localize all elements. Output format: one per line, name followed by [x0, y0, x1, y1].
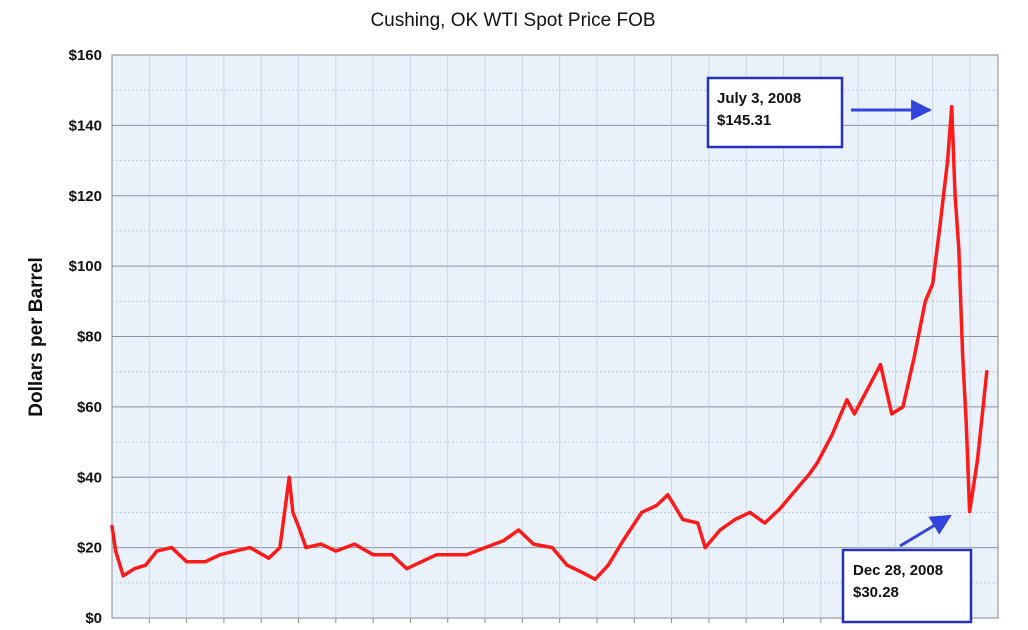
data-point — [304, 546, 308, 550]
annotation-peak: July 3, 2008 $145.31 — [706, 76, 933, 149]
data-point — [946, 159, 950, 163]
data-point — [593, 577, 597, 581]
data-point — [390, 553, 394, 557]
data-point — [248, 546, 252, 550]
data-point — [278, 546, 282, 550]
data-point — [950, 105, 954, 109]
data-point — [502, 539, 506, 543]
y-tick-label: $40 — [77, 469, 102, 486]
data-point — [972, 482, 976, 486]
annotation-peak-value: $145.31 — [717, 112, 771, 129]
data-point — [185, 560, 189, 564]
annotation-peak-date: July 3, 2008 — [717, 90, 801, 107]
y-tick-label: $100 — [69, 258, 102, 275]
data-point — [132, 567, 136, 571]
series — [110, 104, 989, 582]
y-tick-label: $140 — [69, 117, 102, 134]
data-point — [296, 524, 301, 529]
data-point — [580, 570, 584, 574]
data-point — [144, 563, 148, 567]
data-point — [435, 553, 439, 557]
data-point — [975, 458, 980, 462]
data-point — [878, 363, 883, 367]
y-axis-ticks: $0 $20 $40 $60 $80 $100 $120 $140 $160 — [69, 47, 102, 627]
y-tick-label: $20 — [77, 540, 102, 557]
data-point — [218, 553, 222, 557]
data-point — [110, 524, 114, 529]
data-point — [464, 553, 468, 557]
data-point — [793, 489, 797, 493]
data-point — [267, 556, 271, 560]
grid — [112, 55, 998, 623]
data-point — [319, 542, 323, 546]
data-point — [961, 352, 965, 356]
data-point — [483, 546, 487, 550]
data-point — [203, 560, 207, 564]
y-tick-label: $160 — [69, 47, 102, 64]
data-point — [405, 567, 409, 571]
data-point — [923, 299, 927, 303]
data-point — [985, 370, 989, 374]
data-point — [681, 517, 685, 522]
data-point — [291, 510, 295, 514]
annotation-trough-arrow — [899, 514, 952, 548]
data-point — [778, 507, 782, 511]
data-point — [808, 472, 812, 476]
data-point — [981, 405, 985, 409]
data-point — [867, 384, 871, 388]
data-point — [640, 510, 644, 514]
series-line-wti-price — [110, 104, 989, 582]
data-point — [666, 493, 670, 497]
data-point — [968, 509, 972, 514]
data-point — [446, 553, 450, 557]
data-point — [517, 528, 521, 532]
data-point — [748, 510, 752, 514]
annotation-trough-date: Dec 28, 2008 — [853, 562, 943, 579]
data-point — [912, 356, 916, 360]
y-axis-label: Dollars per Barrel — [26, 257, 47, 416]
data-point — [953, 194, 957, 198]
data-point — [606, 563, 610, 567]
data-point — [565, 563, 569, 567]
data-point — [718, 528, 722, 532]
data-point — [964, 422, 968, 427]
annotation-trough: Dec 28, 2008 $30.28 — [841, 514, 973, 624]
data-point — [420, 560, 424, 564]
y-tick-label: $120 — [69, 188, 102, 205]
chart-title: Cushing, OK WTI Spot Price FOB — [370, 10, 655, 31]
data-point — [938, 222, 942, 226]
data-point — [901, 405, 905, 409]
annotation-trough-box — [841, 548, 973, 624]
data-point — [890, 412, 894, 416]
annotation-peak-box — [706, 76, 844, 149]
data-point — [957, 246, 961, 251]
y-tick-label: $0 — [85, 610, 102, 627]
data-point — [550, 546, 554, 550]
data-point — [334, 549, 338, 553]
data-point — [763, 521, 767, 525]
data-point — [371, 553, 375, 557]
data-point — [114, 549, 118, 553]
data-point — [696, 521, 700, 525]
data-point — [287, 475, 291, 479]
data-point — [703, 546, 707, 550]
data-point — [852, 412, 857, 416]
data-point — [121, 574, 125, 578]
y-tick-label: $80 — [77, 329, 102, 346]
y-tick-label: $60 — [77, 399, 102, 416]
annotation-trough-value: $30.28 — [853, 584, 899, 601]
data-point — [830, 433, 834, 437]
data-point — [352, 542, 357, 546]
data-point — [733, 517, 737, 522]
data-point — [170, 546, 174, 550]
data-point — [621, 539, 625, 543]
data-point — [815, 461, 819, 465]
data-point — [931, 282, 935, 286]
data-point — [155, 549, 159, 553]
data-point — [531, 542, 536, 546]
data-point — [845, 398, 849, 402]
data-point — [655, 503, 659, 507]
data-point — [233, 549, 237, 553]
